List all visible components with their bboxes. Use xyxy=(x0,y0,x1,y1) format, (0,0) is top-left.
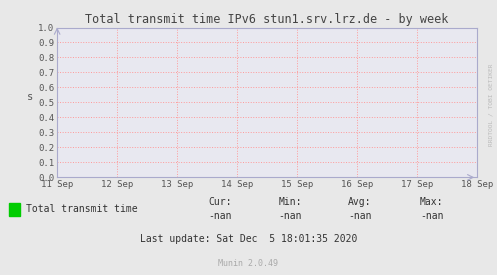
Text: Min:: Min: xyxy=(278,197,302,207)
Text: Avg:: Avg: xyxy=(348,197,371,207)
Text: -nan: -nan xyxy=(209,211,232,221)
Text: Cur:: Cur: xyxy=(209,197,232,207)
Text: RRDTOOL / TOBI OETIKER: RRDTOOL / TOBI OETIKER xyxy=(489,63,494,146)
Text: Total transmit time: Total transmit time xyxy=(26,204,138,214)
Text: -nan: -nan xyxy=(348,211,371,221)
Text: -nan: -nan xyxy=(278,211,302,221)
Text: Last update: Sat Dec  5 18:01:35 2020: Last update: Sat Dec 5 18:01:35 2020 xyxy=(140,234,357,244)
Text: Max:: Max: xyxy=(420,197,443,207)
Text: Munin 2.0.49: Munin 2.0.49 xyxy=(219,260,278,268)
Text: -nan: -nan xyxy=(420,211,443,221)
Title: Total transmit time IPv6 stun1.srv.lrz.de - by week: Total transmit time IPv6 stun1.srv.lrz.d… xyxy=(85,13,449,26)
Y-axis label: s: s xyxy=(27,92,33,103)
